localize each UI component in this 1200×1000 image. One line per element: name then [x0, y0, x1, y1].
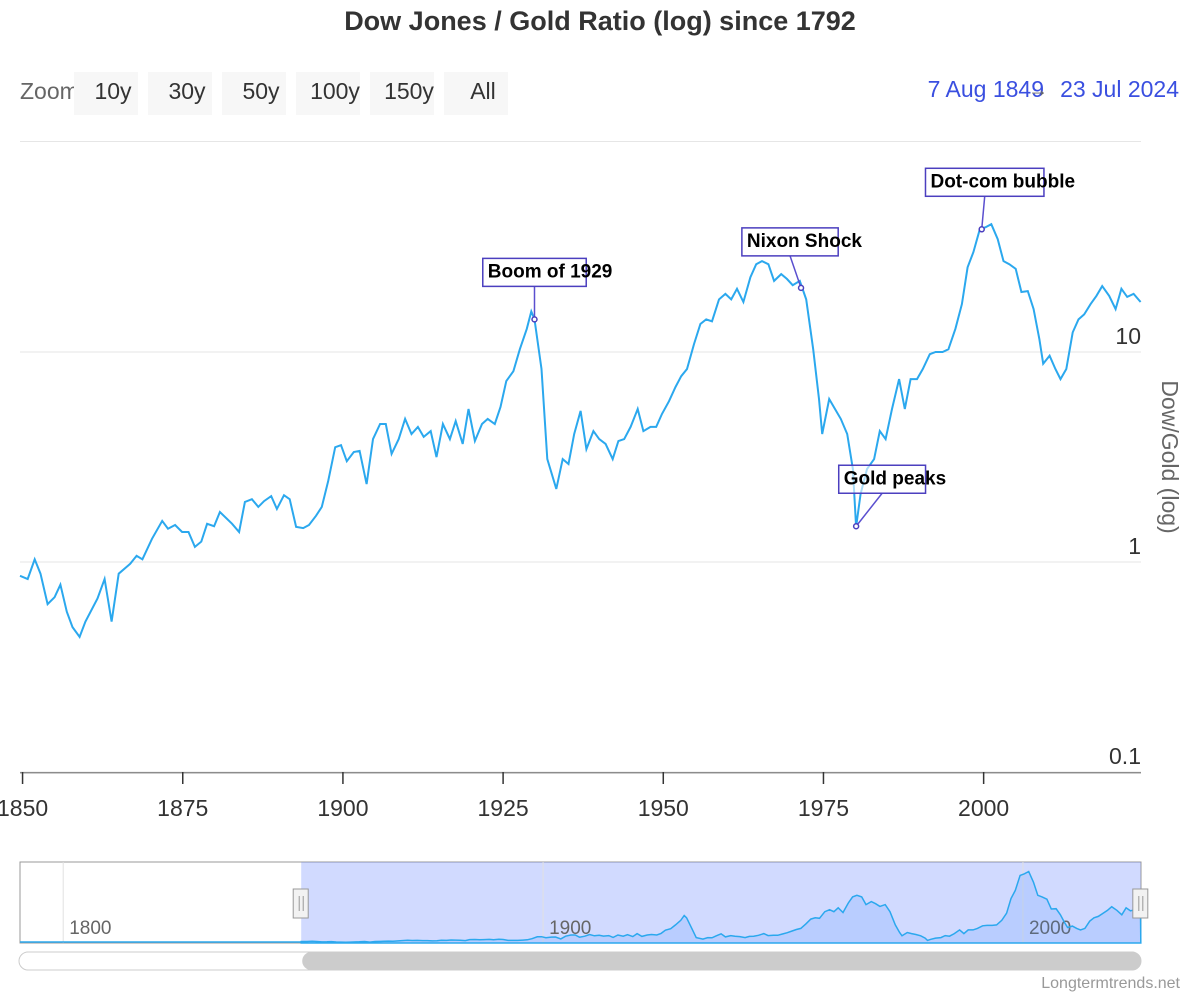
- zoom-label: Zoom: [20, 78, 79, 104]
- annotation-label: Nixon Shock: [747, 231, 863, 252]
- range-to[interactable]: 23 Jul 2024: [1060, 76, 1179, 102]
- navigator-tick-label: 1800: [69, 918, 111, 939]
- zoom-button[interactable]: [148, 72, 212, 115]
- navigator-tick-label: 2000: [1029, 918, 1071, 939]
- annotation-box: [837, 464, 927, 494]
- zoom-button[interactable]: [370, 72, 434, 115]
- navigator-mask: [301, 862, 1141, 943]
- annotation-box: [924, 167, 1045, 198]
- credits: Longtermtrends.net: [1041, 975, 1180, 992]
- annotation-connector: [980, 196, 986, 230]
- annotation-point: [978, 226, 985, 233]
- x-tick-label: 1850: [0, 795, 48, 821]
- navigator-handle-grip: [298, 896, 304, 911]
- annotation-point: [852, 522, 860, 530]
- y-tick-label: 1: [1128, 533, 1141, 559]
- annotation-point: [797, 284, 805, 292]
- zoom-button-label[interactable]: 100y: [310, 78, 360, 104]
- range-from[interactable]: 7 Aug 1849: [928, 76, 1044, 102]
- scrollbar-thumb[interactable]: [302, 952, 1142, 970]
- zoom-button-label[interactable]: 10y: [94, 78, 132, 104]
- x-tick-label: 1875: [157, 795, 208, 821]
- annotation-label: Boom of 1929: [488, 261, 613, 282]
- series-line: [19, 222, 1142, 639]
- zoom-button[interactable]: [222, 72, 286, 115]
- annotation-label: Dot-com bubble: [930, 171, 1075, 192]
- annotation: Boom of 1929: [482, 257, 613, 323]
- y-tick-label: 0.1: [1109, 743, 1141, 769]
- annotation-point: [531, 316, 538, 323]
- x-tick-label: 1925: [478, 795, 529, 821]
- navigator-handle[interactable]: [292, 888, 309, 919]
- zoom-button-label[interactable]: 50y: [242, 78, 280, 104]
- x-tick-label: 1950: [638, 795, 689, 821]
- navigator-frame: [19, 861, 1142, 944]
- annotation: Gold peaks: [837, 464, 946, 530]
- annotation-connector: [789, 255, 802, 289]
- zoom-button-label[interactable]: 30y: [168, 78, 206, 104]
- x-tick-label: 1975: [798, 795, 849, 821]
- x-tick-label: 2000: [958, 795, 1009, 821]
- annotation-box: [482, 257, 587, 288]
- y-tick-label: 10: [1115, 323, 1141, 349]
- zoom-button-label[interactable]: All: [470, 78, 496, 104]
- annotation-connector: [855, 492, 883, 527]
- zoom-button[interactable]: [296, 72, 360, 115]
- annotation-label: Gold peaks: [844, 468, 946, 489]
- annotation: Dot-com bubble: [924, 167, 1075, 233]
- zoom-button[interactable]: [444, 72, 508, 115]
- navigator-handle-grip: [1138, 896, 1144, 911]
- range-separator: →: [1028, 79, 1048, 101]
- x-tick-label: 1900: [317, 795, 368, 821]
- annotation-box: [741, 227, 839, 257]
- navigator-tick-label: 1900: [549, 918, 591, 939]
- zoom-buttons: 10y 30y 50y 100y 150y All: [74, 72, 508, 115]
- navigator: 1800 1900 2000: [20, 862, 1149, 944]
- y-axis-title: Dow/Gold (log): [1157, 380, 1183, 533]
- chart-title: Dow Jones / Gold Ratio (log) since 1792: [344, 6, 856, 36]
- zoom-button-label[interactable]: 150y: [384, 78, 434, 104]
- annotation: Nixon Shock: [741, 227, 863, 292]
- zoom-button[interactable]: [74, 72, 138, 115]
- navigator-handle[interactable]: [1132, 888, 1149, 919]
- navigator-line: [300, 870, 1142, 944]
